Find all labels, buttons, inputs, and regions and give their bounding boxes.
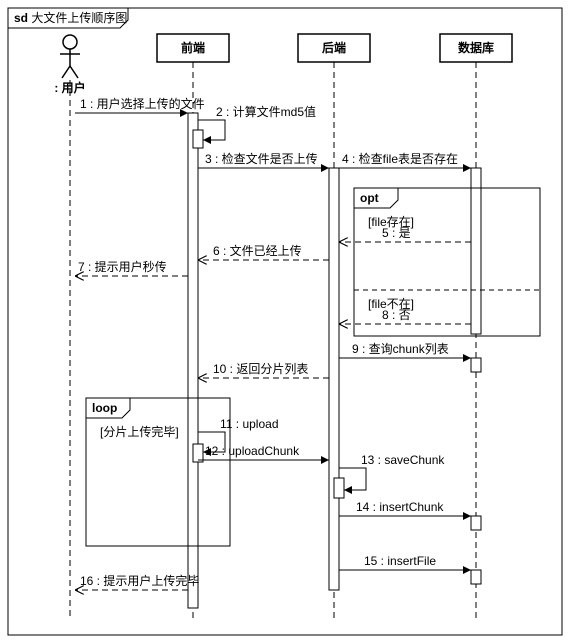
lifeline-label-user: : 用户 <box>54 80 85 95</box>
loop-label: loop <box>92 401 117 415</box>
lifeline-label-be: 后端 <box>322 40 346 55</box>
activation-be <box>334 478 344 498</box>
activation-fe <box>193 130 203 148</box>
activation-db <box>471 168 481 334</box>
message-label-12: 12 : uploadChunk <box>205 444 300 458</box>
activation-fe <box>193 444 203 462</box>
actor-icon <box>60 35 80 78</box>
activation-db <box>471 516 481 530</box>
message-label-16: 16 : 提示用户上传完毕 <box>80 573 199 588</box>
message-label-8: 8 : 否 <box>382 308 411 322</box>
activation-be <box>329 168 339 590</box>
loop-guard: [分片上传完毕] <box>100 424 179 439</box>
message-label-14: 14 : insertChunk <box>356 500 444 514</box>
frame-title: sd 大文件上传顺序图 <box>14 10 127 25</box>
message-label-3: 3 : 检查文件是否上传 <box>205 151 318 166</box>
lifeline-label-fe: 前端 <box>181 40 205 55</box>
sequence-diagram: sd 大文件上传顺序图: 用户前端后端数据库opt[file存在][file不在… <box>0 0 570 643</box>
opt-label: opt <box>360 191 379 205</box>
message-label-15: 15 : insertFile <box>364 554 436 568</box>
lifeline-label-db: 数据库 <box>458 40 494 55</box>
message-label-10: 10 : 返回分片列表 <box>213 362 308 376</box>
activation-db <box>471 358 481 372</box>
message-label-7: 7 : 提示用户秒传 <box>78 259 167 274</box>
message-label-2: 2 : 计算文件md5值 <box>216 104 316 119</box>
loop-fragment <box>86 398 230 546</box>
message-label-4: 4 : 检查file表是否存在 <box>342 151 458 166</box>
message-label-6: 6 : 文件已经上传 <box>213 243 302 258</box>
frame-sd-prefix: sd <box>14 11 28 25</box>
message-label-11: 11 : upload <box>220 417 279 431</box>
activation-fe <box>188 113 198 608</box>
activation-db <box>471 570 481 584</box>
message-label-13: 13 : saveChunk <box>361 453 445 467</box>
message-label-5: 5 : 是 <box>382 226 411 240</box>
message-label-9: 9 : 查询chunk列表 <box>352 342 449 356</box>
message-label-1: 1 : 用户选择上传的文件 <box>80 96 205 111</box>
